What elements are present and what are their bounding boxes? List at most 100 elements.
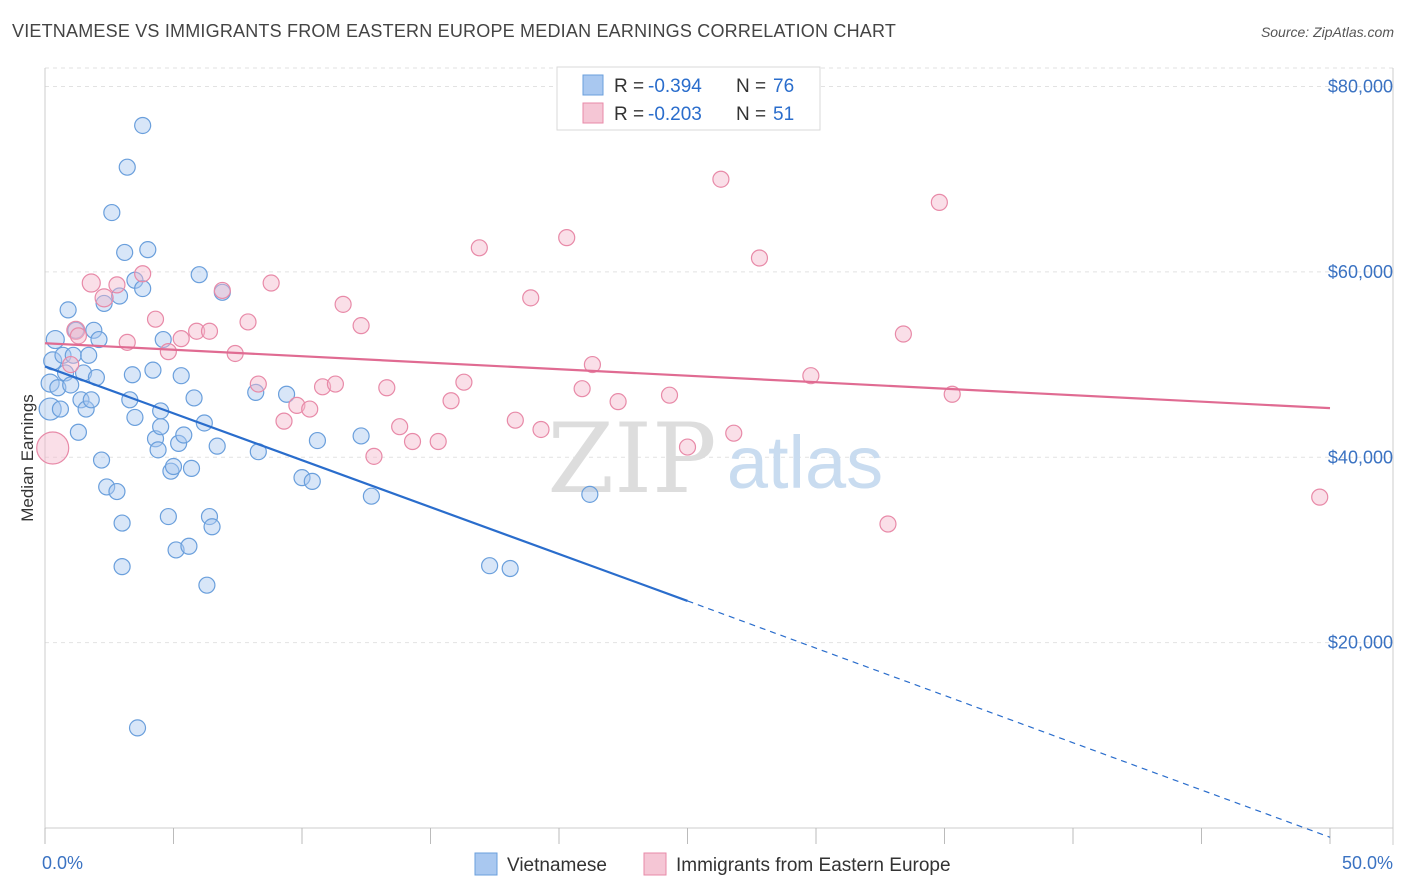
vietnamese-point bbox=[59, 301, 77, 319]
vietnamese-point bbox=[182, 459, 201, 477]
eastern-europe-point bbox=[334, 295, 352, 313]
vietnamese-point bbox=[149, 441, 167, 459]
vietnamese-point bbox=[185, 389, 203, 407]
eastern-europe-point bbox=[455, 373, 473, 391]
vietnamese-point bbox=[172, 367, 190, 385]
eastern-europe-point bbox=[802, 367, 820, 385]
vietnamese-point bbox=[85, 321, 103, 339]
vietnamese-point bbox=[144, 361, 162, 379]
stats-r-label-2: R = bbox=[614, 104, 644, 125]
eastern-europe-point bbox=[403, 432, 422, 451]
legend-label-vietnamese: Vietnamese bbox=[507, 855, 607, 876]
stats-r-value-1: -0.394 bbox=[648, 76, 702, 97]
vietnamese-point bbox=[159, 507, 177, 526]
eastern-europe-point bbox=[275, 412, 293, 430]
y-tick-label: $60,000 bbox=[1328, 262, 1393, 282]
eastern-europe-point bbox=[288, 396, 306, 414]
vietnamese-point bbox=[277, 385, 296, 403]
vietnamese-trend-extension bbox=[687, 600, 1331, 838]
legend-swatch-vietnamese bbox=[474, 852, 498, 876]
vietnamese-point bbox=[45, 329, 65, 350]
vietnamese-point bbox=[152, 418, 170, 436]
eastern-europe-point bbox=[470, 239, 488, 257]
chart-source: Source: ZipAtlas.com bbox=[1260, 24, 1394, 40]
trend-layer bbox=[44, 342, 1331, 838]
vietnamese-point bbox=[82, 391, 100, 409]
eastern-europe-point bbox=[146, 310, 165, 328]
series-legend: Vietnamese Immigrants from Eastern Europ… bbox=[474, 852, 951, 876]
vietnamese-point bbox=[481, 557, 499, 575]
eastern-europe-point bbox=[583, 355, 602, 374]
stats-n-value-2: 51 bbox=[773, 104, 794, 125]
vietnamese-point bbox=[110, 287, 129, 305]
vietnamese-point bbox=[208, 437, 226, 455]
vietnamese-point bbox=[49, 379, 67, 397]
y-tick-label: $40,000 bbox=[1328, 447, 1393, 467]
vietnamese-point bbox=[170, 434, 188, 452]
eastern-europe-point bbox=[378, 379, 396, 397]
vietnamese-point bbox=[352, 427, 370, 445]
eastern-europe-point bbox=[750, 249, 769, 267]
eastern-europe-point bbox=[36, 431, 70, 465]
vietnamese-point bbox=[190, 266, 208, 284]
points-layer bbox=[36, 116, 1329, 737]
eastern-europe-point bbox=[725, 424, 743, 442]
eastern-europe-point bbox=[159, 343, 177, 361]
vietnamese-point bbox=[167, 541, 185, 559]
vietnamese-point bbox=[175, 426, 193, 444]
vietnamese-point bbox=[126, 408, 144, 427]
stats-n-label-2: N = bbox=[736, 104, 766, 125]
stats-legend-swatch-blue bbox=[582, 74, 604, 96]
eastern-europe-point bbox=[134, 265, 152, 283]
vietnamese-point bbox=[77, 400, 95, 418]
eastern-europe-point bbox=[69, 327, 88, 345]
eastern-europe-point bbox=[108, 276, 126, 294]
y-tick-label: $80,000 bbox=[1328, 77, 1393, 97]
vietnamese-point bbox=[303, 472, 321, 490]
eastern-europe-point bbox=[81, 273, 101, 293]
vietnamese-point bbox=[162, 462, 180, 480]
vietnamese-point bbox=[200, 507, 219, 526]
vietnamese-point bbox=[113, 558, 131, 576]
watermark-zip: ZIP bbox=[547, 403, 716, 515]
y-tick-label: $20,000 bbox=[1328, 633, 1393, 653]
eastern-europe-point bbox=[62, 355, 80, 374]
stats-r-value-2: -0.203 bbox=[648, 104, 702, 125]
eastern-europe-point bbox=[573, 380, 591, 398]
x-tick-label-min: 0.0% bbox=[42, 853, 83, 873]
eastern-europe-point bbox=[930, 193, 948, 211]
eastern-europe-point bbox=[313, 378, 332, 396]
vietnamese-point bbox=[134, 279, 152, 298]
vietnamese-point bbox=[38, 397, 62, 421]
eastern-europe-trend-line bbox=[44, 342, 1331, 410]
vietnamese-point bbox=[69, 423, 88, 441]
watermark-atlas: atlas bbox=[727, 421, 883, 504]
legend-swatch-eastern-europe bbox=[643, 852, 667, 876]
vietnamese-point bbox=[581, 485, 599, 503]
eastern-europe-point bbox=[660, 386, 679, 404]
chart-title: VIETNAMESE VS IMMIGRANTS FROM EASTERN EU… bbox=[12, 21, 897, 41]
eastern-europe-point bbox=[172, 330, 190, 348]
stats-n-value-1: 76 bbox=[773, 76, 794, 97]
stats-legend: R = -0.394 N = 76 R = -0.203 N = 51 bbox=[556, 66, 821, 131]
vietnamese-point bbox=[103, 203, 121, 222]
eastern-europe-point bbox=[1311, 488, 1329, 506]
vietnamese-point bbox=[113, 514, 131, 532]
vietnamese-point bbox=[62, 376, 80, 394]
eastern-europe-point bbox=[429, 432, 447, 451]
eastern-europe-point bbox=[609, 393, 627, 411]
vietnamese-point bbox=[180, 537, 198, 555]
eastern-europe-point bbox=[879, 515, 897, 533]
eastern-europe-point bbox=[326, 375, 345, 393]
vietnamese-point bbox=[116, 243, 134, 262]
stats-n-label-1: N = bbox=[736, 76, 766, 97]
eastern-europe-point bbox=[522, 289, 540, 307]
vietnamese-point bbox=[108, 482, 126, 501]
axis-layer bbox=[44, 68, 1394, 845]
eastern-europe-point bbox=[365, 447, 383, 465]
vietnamese-point bbox=[90, 330, 108, 349]
vietnamese-point bbox=[40, 373, 60, 393]
watermark: ZIP atlas bbox=[547, 403, 883, 515]
vietnamese-point bbox=[92, 451, 111, 469]
